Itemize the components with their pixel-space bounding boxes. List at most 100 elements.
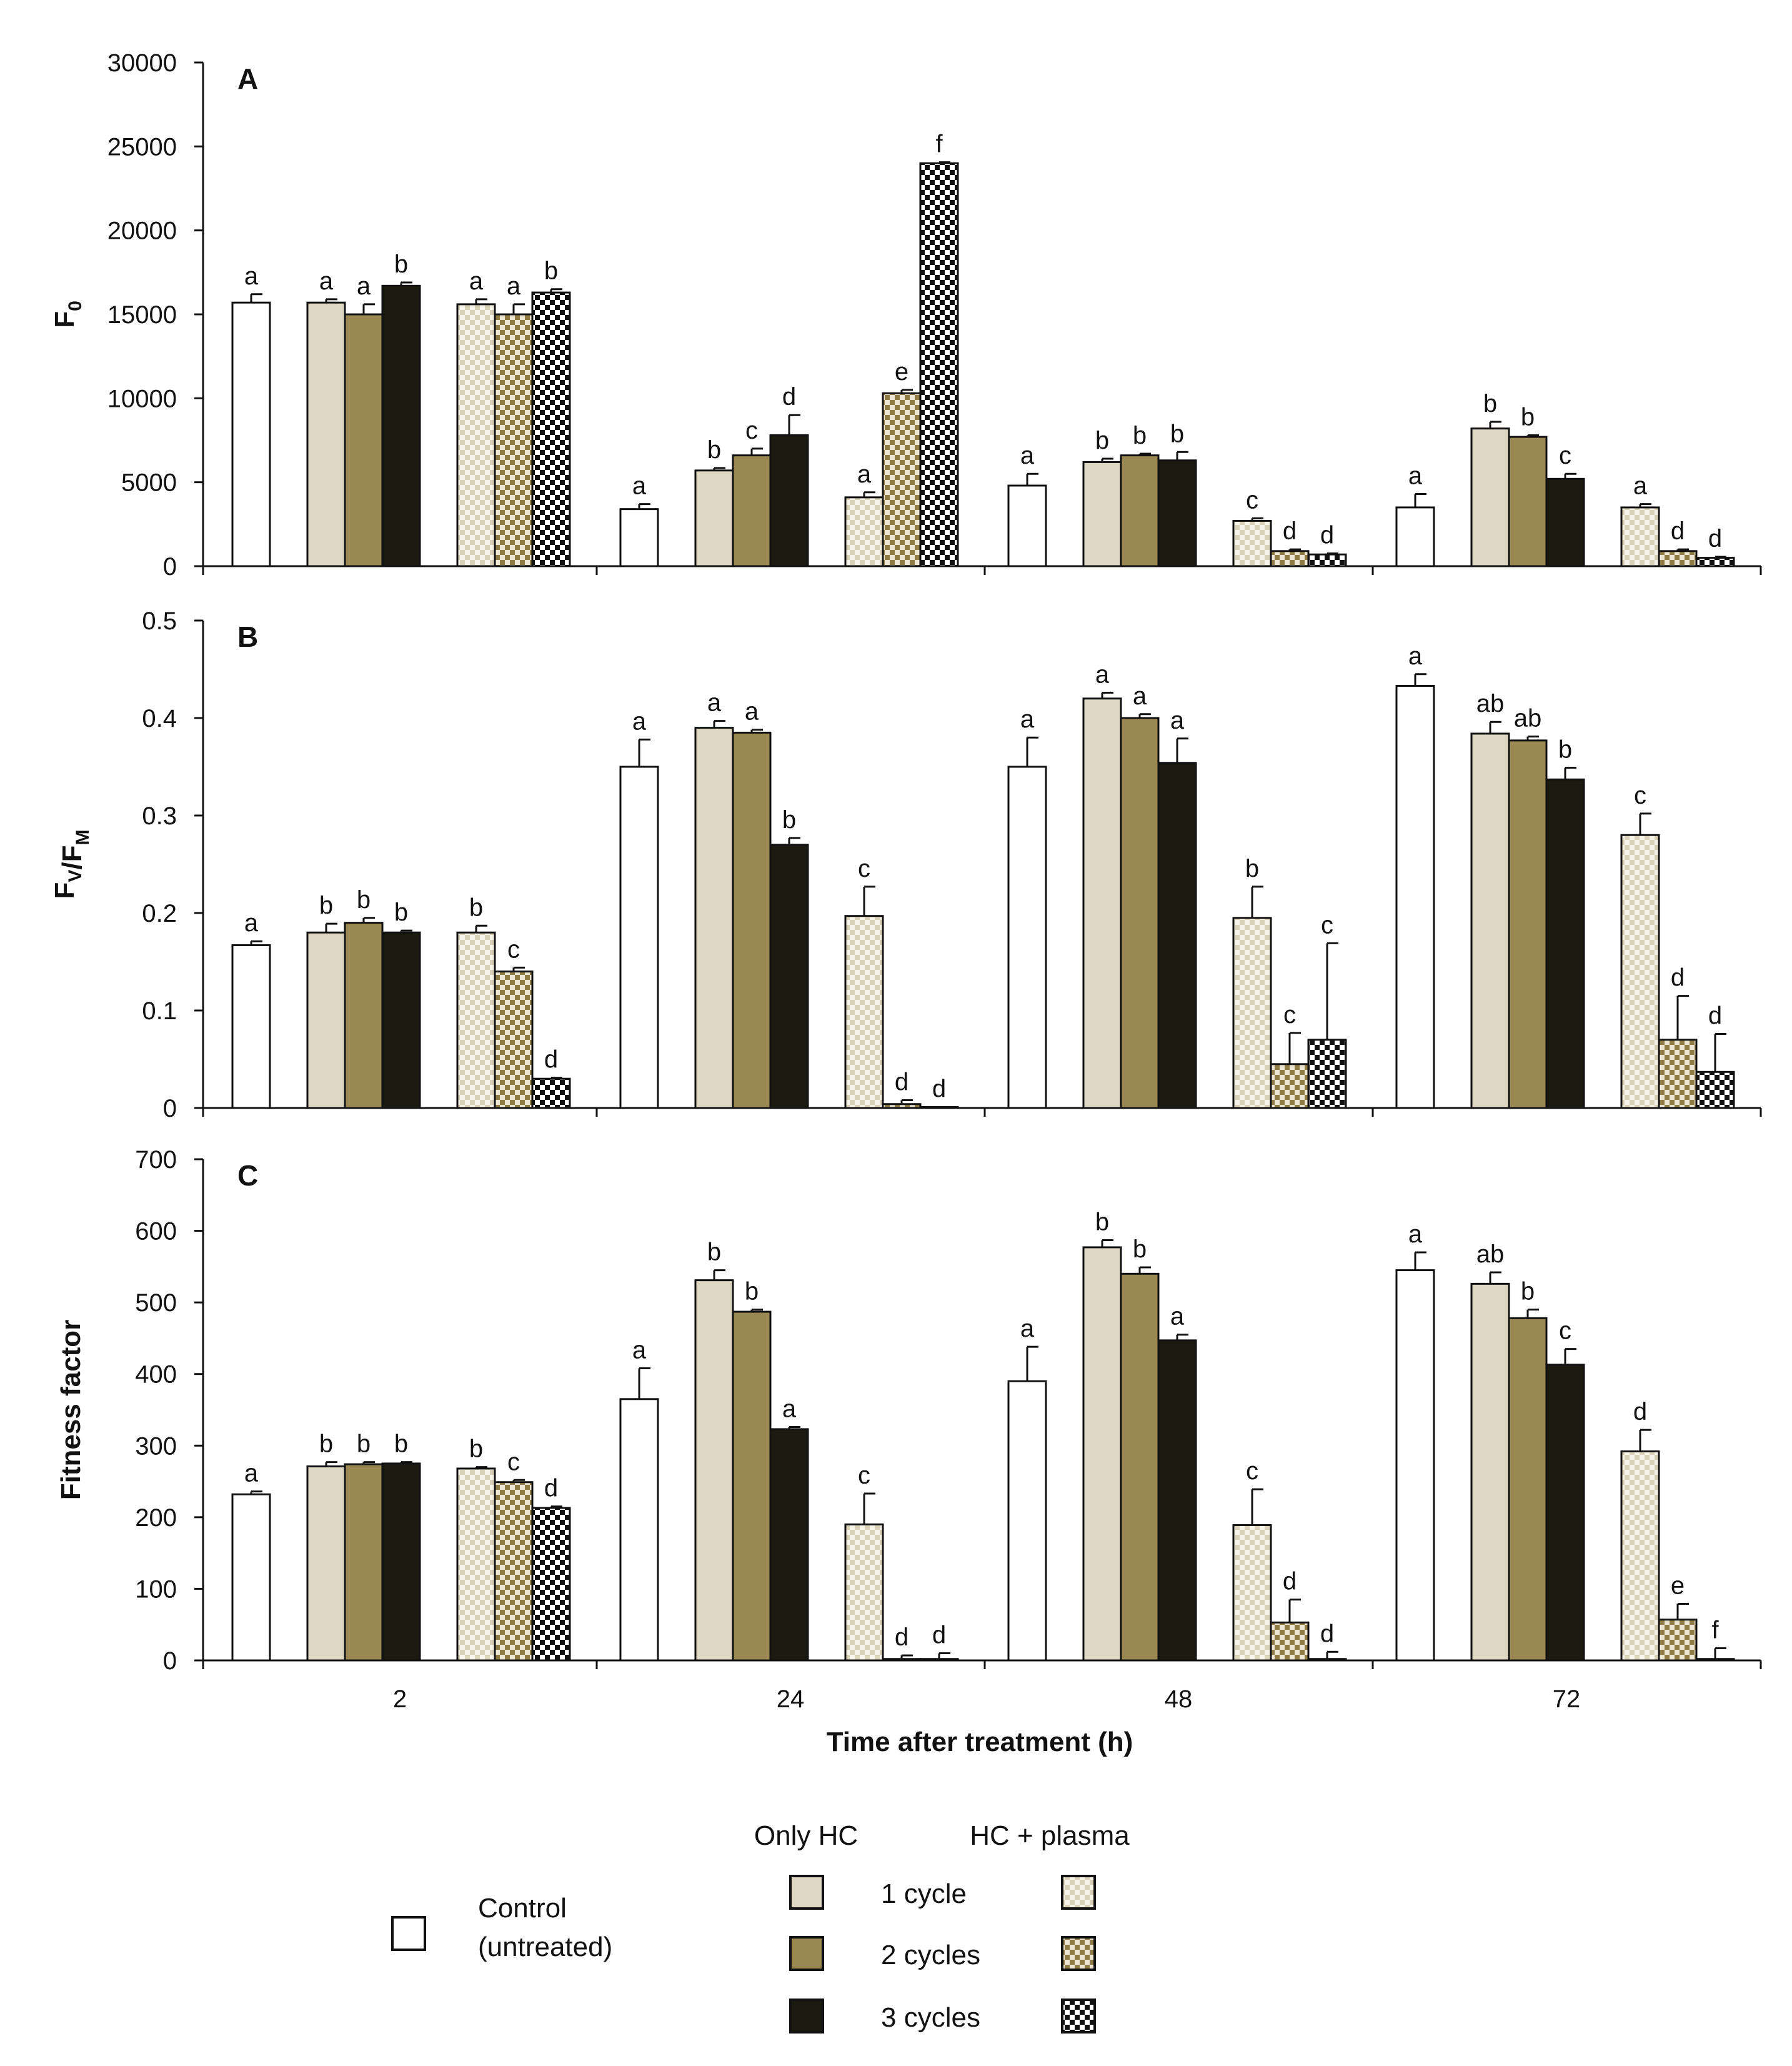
bar-hcp3-t72 <box>1695 1658 1735 1662</box>
bar-hc3-t2 <box>381 1462 421 1662</box>
legend-swatch-hc-1-cycle <box>789 1875 824 1910</box>
bar-hcp3-t2 <box>531 1077 571 1109</box>
legend-swatch-hc-2-cycles <box>789 1936 824 1971</box>
y-tick-label: 700 <box>135 1146 177 1174</box>
significance-letter: b <box>1558 736 1572 764</box>
significance-letter: c <box>1246 486 1258 514</box>
significance-letter: a <box>244 262 259 290</box>
panel-label: A <box>237 62 258 95</box>
significance-letter: b <box>319 892 333 919</box>
significance-letter: a <box>1408 642 1423 670</box>
significance-letter: b <box>1133 1235 1147 1263</box>
bar-hc3-t24 <box>769 1428 809 1662</box>
significance-letter: d <box>895 1624 908 1651</box>
bar-hcp1-t24 <box>844 1523 884 1662</box>
bar-control-t72 <box>1395 1269 1435 1662</box>
y-tick-label: 5000 <box>121 469 177 497</box>
significance-letter: b <box>1245 855 1259 882</box>
significance-letter: a <box>1020 1315 1035 1342</box>
bar-hc3-t48 <box>1157 762 1197 1109</box>
significance-letter: c <box>1634 782 1646 809</box>
y-tick-label: 0.4 <box>142 705 177 732</box>
significance-letter: a <box>357 272 371 300</box>
bar-hcp2-t2 <box>494 1481 534 1662</box>
significance-letter: f <box>935 131 943 158</box>
bar-control-t24 <box>619 508 659 567</box>
bar-hc3-t2 <box>381 931 421 1109</box>
significance-letter: d <box>1320 1620 1334 1647</box>
y-axis-title-subscript: V <box>65 870 86 882</box>
bar-hc3-t72 <box>1545 778 1585 1109</box>
bar-control-t2 <box>231 1493 271 1662</box>
y-tick-label: 0.2 <box>142 900 177 927</box>
y-tick-label: 500 <box>135 1289 177 1317</box>
bar-hc2-t48 <box>1120 1272 1160 1662</box>
significance-letter: a <box>1170 707 1185 734</box>
bar-hcp3-t24 <box>919 1105 959 1109</box>
legend-swatch-hc-plasma-2-cycles <box>1061 1936 1096 1971</box>
significance-letter: c <box>1246 1457 1258 1485</box>
bar-hcp3-t2 <box>531 291 571 567</box>
bar-hcp1-t72 <box>1620 1450 1660 1662</box>
significance-letter: d <box>544 1475 558 1502</box>
significance-letter: a <box>1170 1303 1185 1330</box>
y-axis-title-part: F <box>49 882 80 899</box>
y-tick-label: 25000 <box>107 133 177 161</box>
y-axis-title-part: /F <box>57 845 87 869</box>
significance-letter: a <box>1095 661 1110 688</box>
bar-hcp3-t24 <box>919 162 959 567</box>
significance-letter: e <box>895 358 908 386</box>
bar-control-t24 <box>619 1398 659 1662</box>
significance-letter: a <box>782 1395 797 1422</box>
bar-hc2-t2 <box>344 922 384 1109</box>
y-axis-title: F0 <box>49 301 86 328</box>
y-axis-title-part: F <box>49 311 80 328</box>
significance-letter: b <box>1133 422 1147 449</box>
x-axis-title: Time after treatment (h) <box>827 1727 1133 1757</box>
legend-label-control: Control <box>478 1893 567 1924</box>
bar-hc1-t72 <box>1470 427 1510 567</box>
bar-hcp2-t72 <box>1658 1039 1698 1109</box>
bar-hc3-t24 <box>769 844 809 1109</box>
bar-hcp1-t72 <box>1620 834 1660 1109</box>
significance-letter: b <box>544 257 558 285</box>
bar-hc2-t2 <box>344 313 384 567</box>
significance-letter: a <box>632 1337 647 1364</box>
significance-letter: b <box>1483 390 1497 417</box>
significance-letter: c <box>858 855 870 882</box>
significance-letter: b <box>1095 427 1109 454</box>
y-tick-label: 200 <box>135 1504 177 1532</box>
y-tick-label: 600 <box>135 1218 177 1245</box>
y-axis-title-subscript: M <box>72 829 93 845</box>
significance-letter: b <box>319 1430 333 1458</box>
bar-hc1-t48 <box>1082 1246 1122 1662</box>
significance-letter: c <box>507 1448 520 1475</box>
bar-hcp1-t48 <box>1232 917 1272 1109</box>
bar-hc3-t48 <box>1157 459 1197 567</box>
significance-letter: d <box>782 383 796 411</box>
y-tick-label: 0.1 <box>142 997 177 1025</box>
significance-letter: b <box>1521 403 1535 431</box>
bar-hc1-t2 <box>306 301 346 567</box>
significance-letter: b <box>469 1435 483 1463</box>
significance-letter: b <box>1170 420 1184 447</box>
legend-label-3-cycles: 3 cycles <box>881 2002 980 2033</box>
bar-hcp2-t72 <box>1658 1619 1698 1662</box>
significance-letter: d <box>1708 1002 1722 1029</box>
x-tick-label: 48 <box>1165 1685 1193 1713</box>
bar-hc1-t24 <box>694 727 734 1109</box>
significance-letter: c <box>507 936 520 963</box>
significance-letter: c <box>1283 1001 1296 1029</box>
significance-letter: a <box>1020 706 1035 733</box>
significance-letter: b <box>782 806 796 834</box>
bar-hc2-t24 <box>732 454 772 567</box>
bar-hc1-t48 <box>1082 697 1122 1109</box>
legend: Only HC HC + plasma Control (untreated) … <box>391 1820 1130 2034</box>
y-tick-label: 100 <box>135 1575 177 1603</box>
significance-letter: a <box>632 707 647 735</box>
panel-label: C <box>237 1159 258 1192</box>
significance-letter: c <box>745 417 758 444</box>
